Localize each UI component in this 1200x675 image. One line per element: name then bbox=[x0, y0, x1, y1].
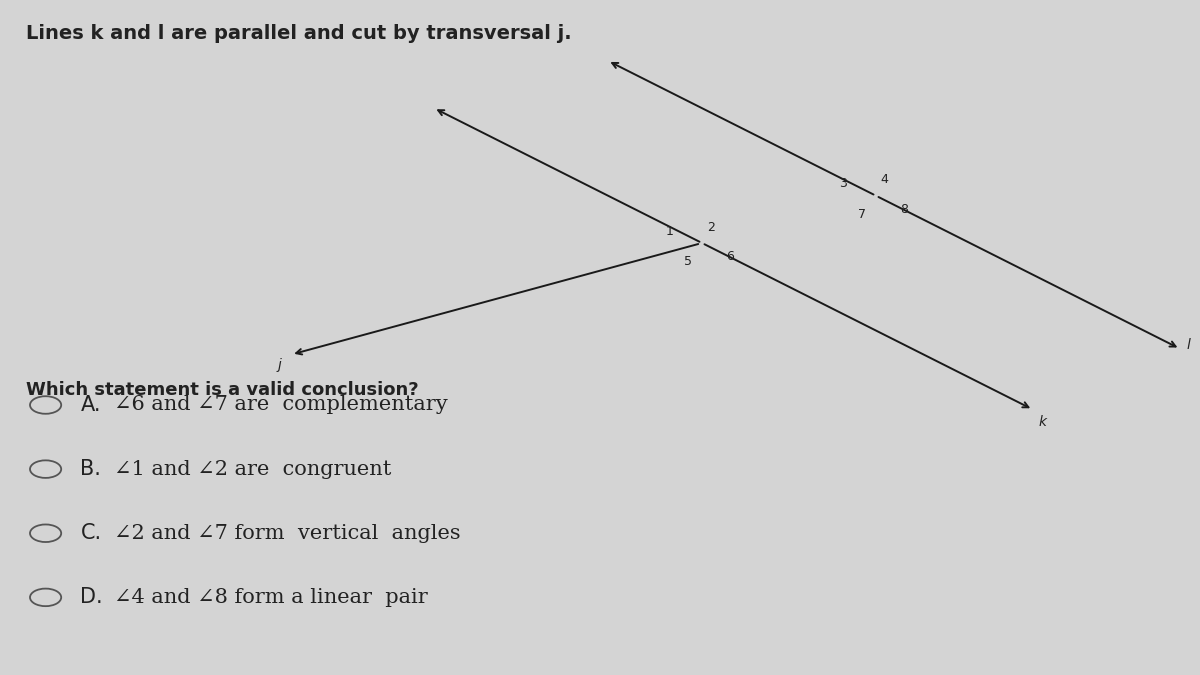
Text: 4: 4 bbox=[881, 173, 889, 186]
Text: l: l bbox=[1186, 338, 1190, 352]
Text: ∠6 and ∠7 are  complementary: ∠6 and ∠7 are complementary bbox=[114, 396, 448, 414]
Text: 5: 5 bbox=[684, 255, 692, 268]
Text: 2: 2 bbox=[707, 221, 715, 234]
Text: ∠4 and ∠8 form a linear  pair: ∠4 and ∠8 form a linear pair bbox=[114, 588, 427, 607]
Text: 7: 7 bbox=[858, 208, 866, 221]
Text: ∠2 and ∠7 form  vertical  angles: ∠2 and ∠7 form vertical angles bbox=[114, 524, 461, 543]
Text: 6: 6 bbox=[726, 250, 734, 263]
Text: Lines k and l are parallel and cut by transversal j.: Lines k and l are parallel and cut by tr… bbox=[26, 24, 572, 43]
Text: Which statement is a valid conclusion?: Which statement is a valid conclusion? bbox=[26, 381, 419, 400]
Text: j: j bbox=[278, 358, 282, 372]
Text: A.: A. bbox=[80, 395, 101, 415]
Text: C.: C. bbox=[80, 523, 102, 543]
Text: B.: B. bbox=[80, 459, 101, 479]
Text: 1: 1 bbox=[665, 225, 673, 238]
Text: ∠1 and ∠2 are  congruent: ∠1 and ∠2 are congruent bbox=[114, 460, 391, 479]
Text: 8: 8 bbox=[900, 202, 908, 215]
Text: D.: D. bbox=[80, 587, 103, 608]
Text: 3: 3 bbox=[839, 178, 847, 190]
Text: k: k bbox=[1039, 415, 1046, 429]
